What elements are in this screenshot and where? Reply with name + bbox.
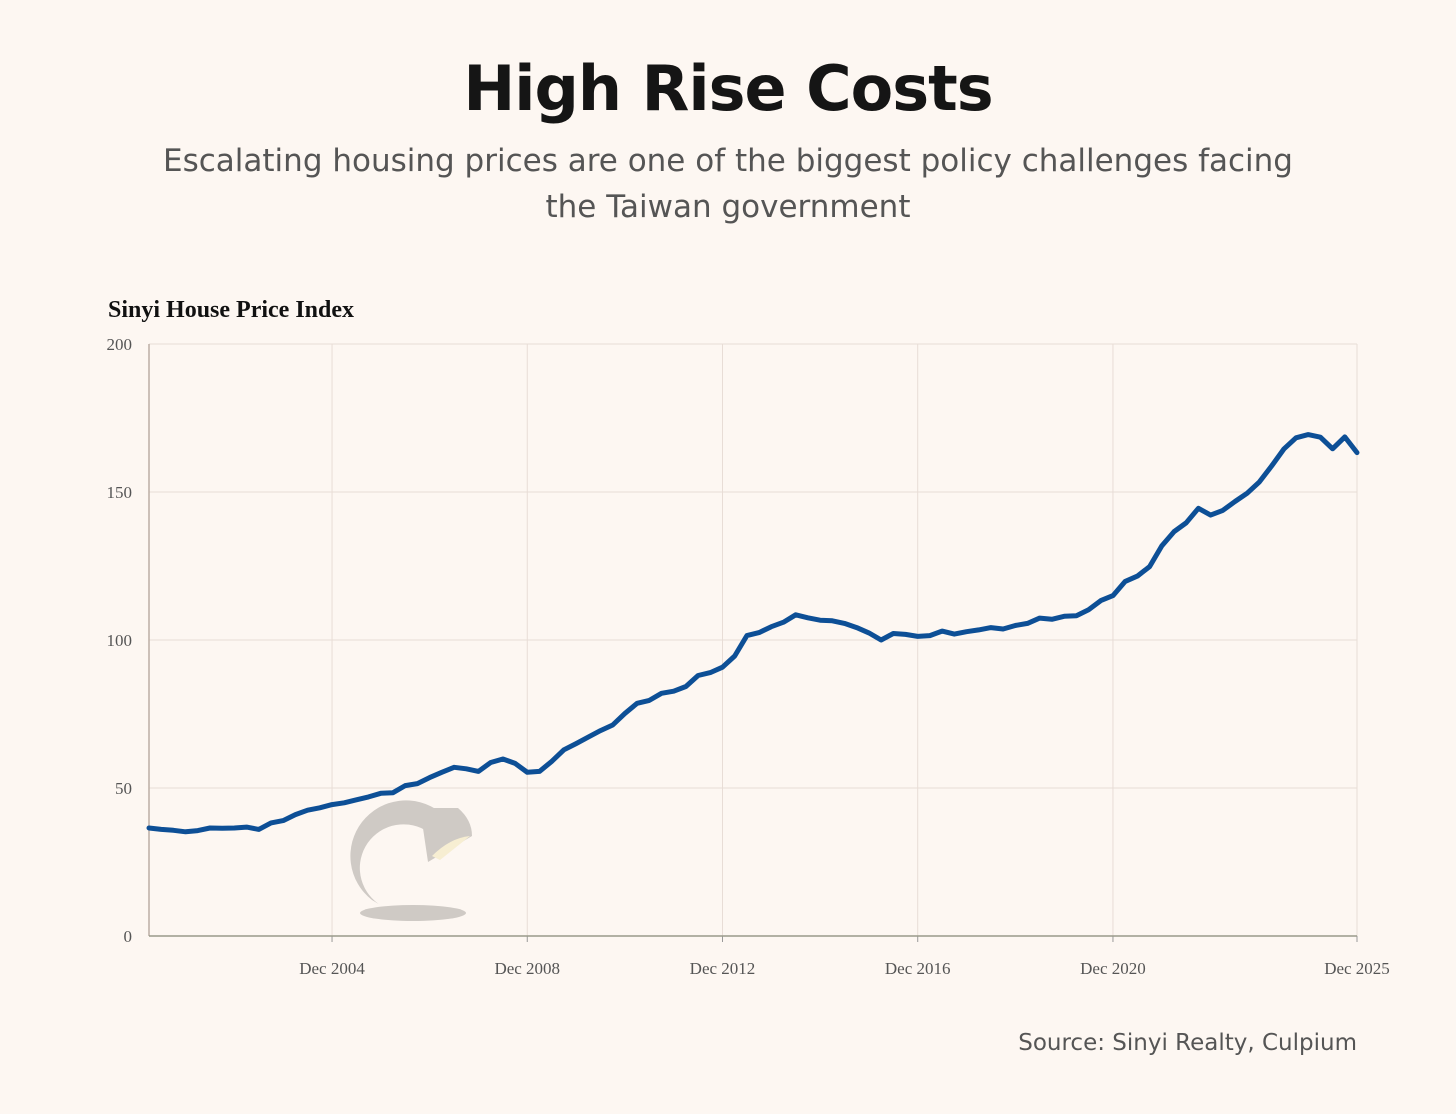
source-note: Source: Sinyi Realty, Culpium <box>1018 1030 1357 1056</box>
series-line <box>146 432 1360 835</box>
y-tick-label: 200 <box>107 335 133 354</box>
desk-lamp-icon <box>350 800 472 921</box>
y-tick-label: 150 <box>107 483 133 502</box>
x-tick-label: Dec 2025 <box>1324 959 1390 978</box>
grid-lines <box>148 343 1358 942</box>
x-tick-label: Dec 2008 <box>494 959 560 978</box>
y-tick-label: 50 <box>115 779 132 798</box>
x-tick-label: Dec 2004 <box>299 959 365 978</box>
chart-heading: Sinyi House Price Index <box>108 297 355 323</box>
x-tick-label: Dec 2020 <box>1080 959 1146 978</box>
y-tick-label: 100 <box>107 631 133 650</box>
chart-subtitle: Escalating housing prices are one of the… <box>163 143 1293 225</box>
y-tick-label: 0 <box>124 927 133 946</box>
x-tick-label: Dec 2012 <box>690 959 756 978</box>
x-tick-label: Dec 2016 <box>885 959 951 978</box>
chart-title-main: High Rise Costs <box>463 52 993 125</box>
